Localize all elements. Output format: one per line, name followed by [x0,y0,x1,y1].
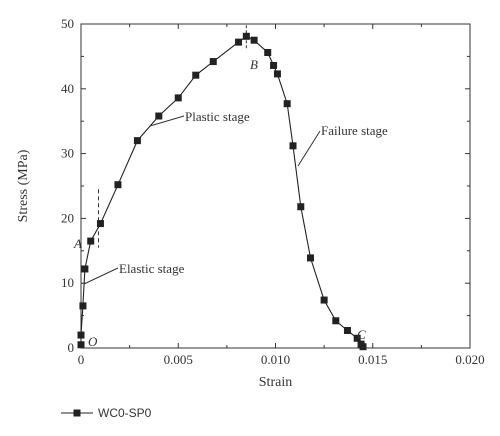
data-point [264,49,272,57]
annotation-label: A [73,236,82,251]
y-tick-label: 0 [68,340,75,355]
series-line [80,35,364,348]
data-point [77,331,85,339]
data-point [79,302,87,310]
annotation-label: B [250,57,258,72]
annotation-label: C [357,327,366,342]
legend-series-name: WC0-SP0 [98,406,152,420]
annotation-label: O [88,334,98,349]
y-axis-title: Stress (MPa) [16,149,31,222]
data-point [192,71,200,79]
annotation-group: Plastic stage Failure stage Elastic stage A… [73,57,388,349]
data-point [235,38,243,46]
annotation-label: Failure stage [321,123,388,138]
data-point [307,254,315,262]
data-point [250,36,258,44]
x-tick-label: 0.015 [358,352,387,367]
y-tick-label: 10 [61,275,74,290]
data-point [289,142,297,150]
data-point [87,237,95,245]
data-point [332,317,340,325]
legend: WC0-SP0 [61,406,152,420]
data-point [353,334,361,342]
x-axis-title: Strain [259,375,292,390]
y-tick-label: 20 [61,210,74,225]
annotation-leader [149,115,185,127]
data-point [343,327,351,335]
axis-ticks: 0 0.005 0.010 0.015 0.020 0 10 20 30 40 50 [61,16,485,367]
stage-guides [98,25,247,248]
data-point [242,32,250,40]
data-point [96,220,104,228]
data-point [114,181,122,189]
y-tick-label: 50 [61,16,74,31]
x-tick-label: 0 [78,352,85,367]
data-point [77,341,85,349]
data-point [359,343,367,351]
data-point [283,100,291,108]
y-tick-label: 30 [61,146,74,161]
x-tick-label: 0.020 [455,352,484,367]
data-point [155,112,163,120]
annotation-leader [83,267,119,285]
x-tick-label: 0.005 [164,352,193,367]
series-group [77,32,367,351]
data-point [270,61,278,69]
data-point [209,58,217,66]
annotation-leader [297,130,321,167]
data-point [297,203,305,211]
data-point [133,137,141,145]
data-point [174,94,182,102]
data-point [320,296,328,304]
y-tick-label: 40 [61,81,74,96]
annotation-label: Plastic stage [185,109,250,124]
data-point [81,265,89,273]
annotation-label: Elastic stage [119,261,185,276]
legend-marker [73,409,81,417]
x-tick-label: 0.010 [261,352,290,367]
data-point [273,70,281,78]
